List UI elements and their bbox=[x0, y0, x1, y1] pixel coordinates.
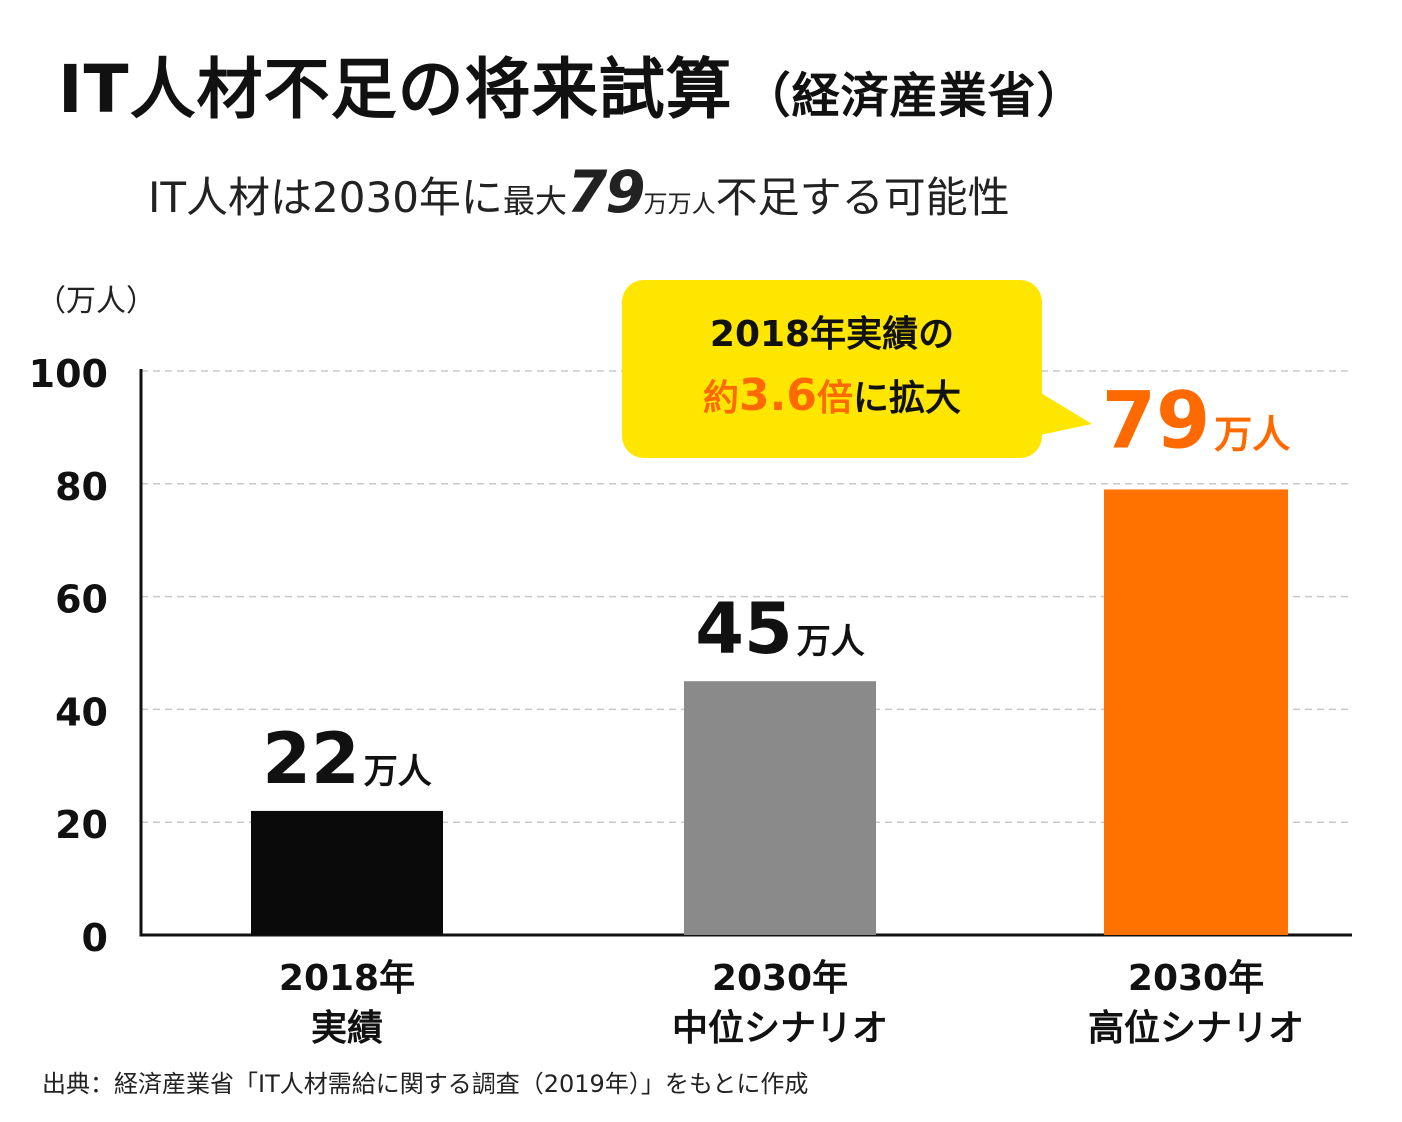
bar bbox=[1104, 489, 1288, 935]
title-source-ministry: （経済産業省） bbox=[742, 68, 1086, 124]
callout-prefix: 約 bbox=[703, 378, 740, 419]
y-tick-label: 20 bbox=[55, 803, 108, 847]
source-note: 出典：経済産業省「IT人材需給に関する調査（2019年）」をもとに作成 bbox=[42, 1070, 809, 1098]
bar-value-unit: 万人 bbox=[797, 622, 865, 662]
subtitle-part2: 最大 bbox=[502, 182, 567, 220]
bar-value-number: 79 bbox=[1102, 376, 1211, 466]
x-category-label: 2030年 bbox=[712, 958, 848, 999]
callout-ratio: 3.6 bbox=[739, 370, 817, 421]
bar bbox=[684, 681, 876, 935]
subtitle-part5: 不足する可能性 bbox=[715, 173, 1010, 222]
bar-value-number: 22 bbox=[262, 718, 359, 800]
y-tick-label: 40 bbox=[55, 690, 108, 734]
subtitle-number: 79 bbox=[566, 158, 646, 226]
bar-value-label: 22 万人 bbox=[262, 718, 431, 800]
subtitle-part1: IT人材は2030年に bbox=[148, 173, 503, 222]
bar bbox=[251, 810, 443, 935]
bar-value-label: 45 万人 bbox=[695, 588, 864, 670]
callout-line2: 約3.6倍に拡大 bbox=[622, 366, 1042, 429]
title-main: IT人材不足の将来試算 bbox=[58, 51, 733, 128]
bar-value-label: 79 万人 bbox=[1102, 376, 1291, 466]
callout-line1: 2018年実績の bbox=[709, 314, 955, 355]
x-category-label: 実績 bbox=[311, 1008, 383, 1049]
x-category-label: 中位シナリオ bbox=[672, 1008, 888, 1049]
bar-value-unit: 万人 bbox=[364, 752, 432, 792]
x-category-label: 2018年 bbox=[279, 958, 415, 999]
callout-suffix: に拡大 bbox=[852, 378, 961, 419]
x-category-label: 2030年 bbox=[1128, 958, 1264, 999]
x-category-label: 高位シナリオ bbox=[1088, 1008, 1304, 1049]
chart-title: IT人材不足の将来試算 （経済産業省） bbox=[58, 40, 1358, 140]
callout-tail bbox=[1026, 384, 1092, 438]
bar-value-number: 45 bbox=[695, 588, 792, 670]
callout-ratio-suffix: 倍 bbox=[816, 378, 853, 419]
callout-bubble: 2018年実績の 約3.6倍に拡大 bbox=[622, 280, 1042, 458]
subtitle-unit: 万万人 bbox=[643, 190, 716, 218]
y-tick-label: 60 bbox=[55, 578, 108, 622]
y-tick-label: 100 bbox=[29, 352, 108, 396]
y-tick-label: 80 bbox=[55, 465, 108, 509]
y-axis-unit-label: （万人） bbox=[36, 284, 156, 319]
bar-value-unit: 万人 bbox=[1214, 412, 1290, 456]
chart-subtitle: IT人材は2030年に最大79万万人不足する可能性 bbox=[148, 152, 1010, 232]
y-tick-label: 0 bbox=[82, 916, 108, 960]
